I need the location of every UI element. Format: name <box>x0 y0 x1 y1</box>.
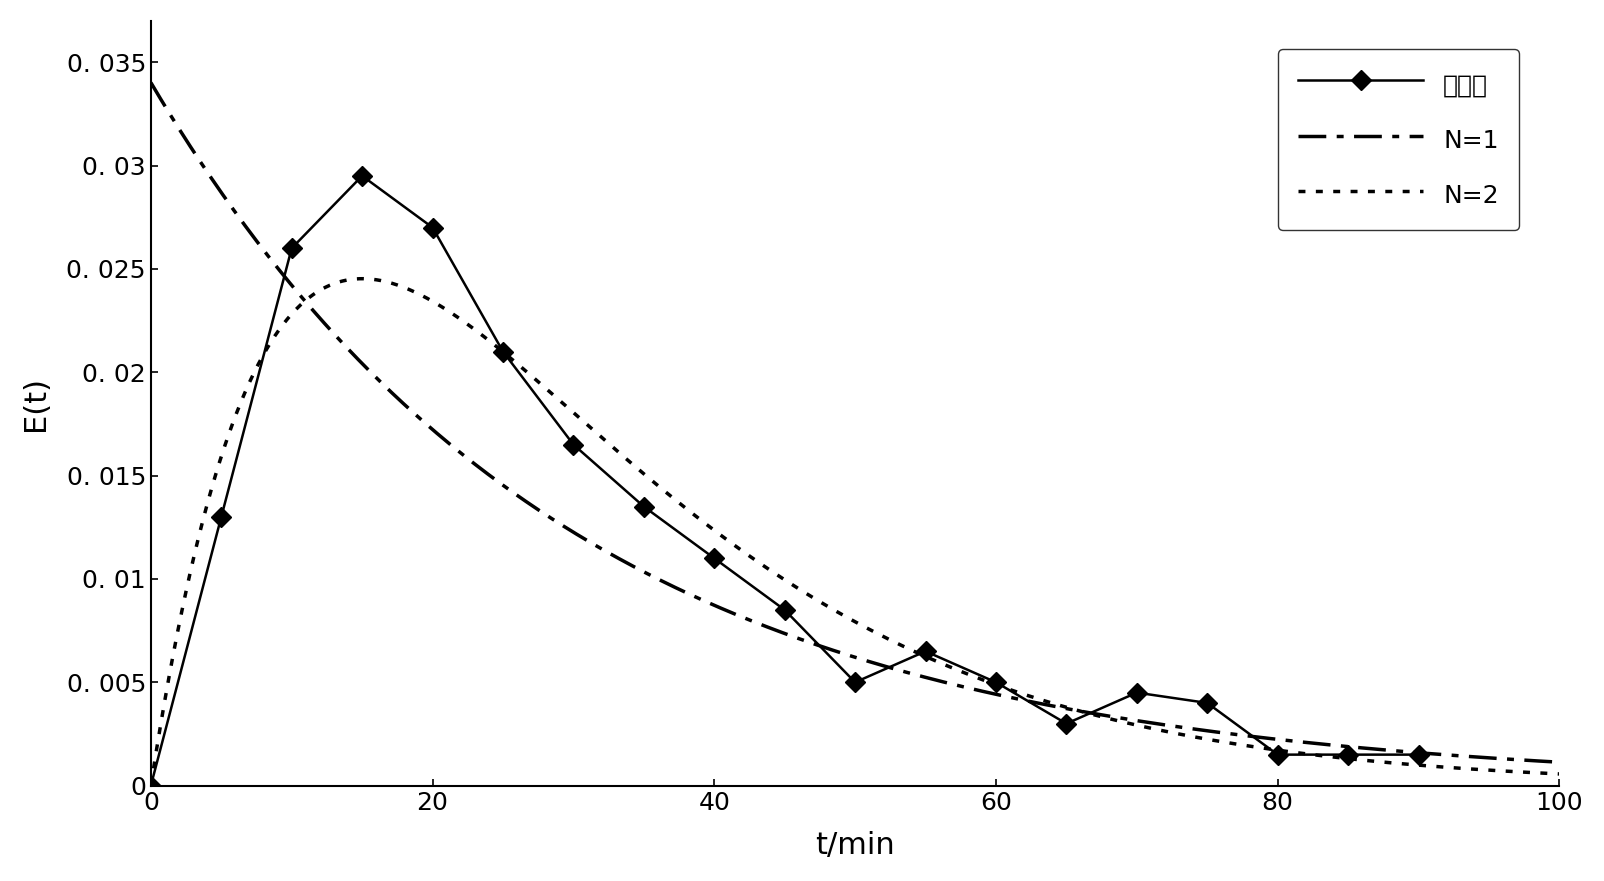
X-axis label: t/min: t/min <box>815 831 895 860</box>
Legend: 实验値, N=1, N=2: 实验値, N=1, N=2 <box>1278 48 1519 230</box>
Y-axis label: E(t): E(t) <box>21 375 50 431</box>
